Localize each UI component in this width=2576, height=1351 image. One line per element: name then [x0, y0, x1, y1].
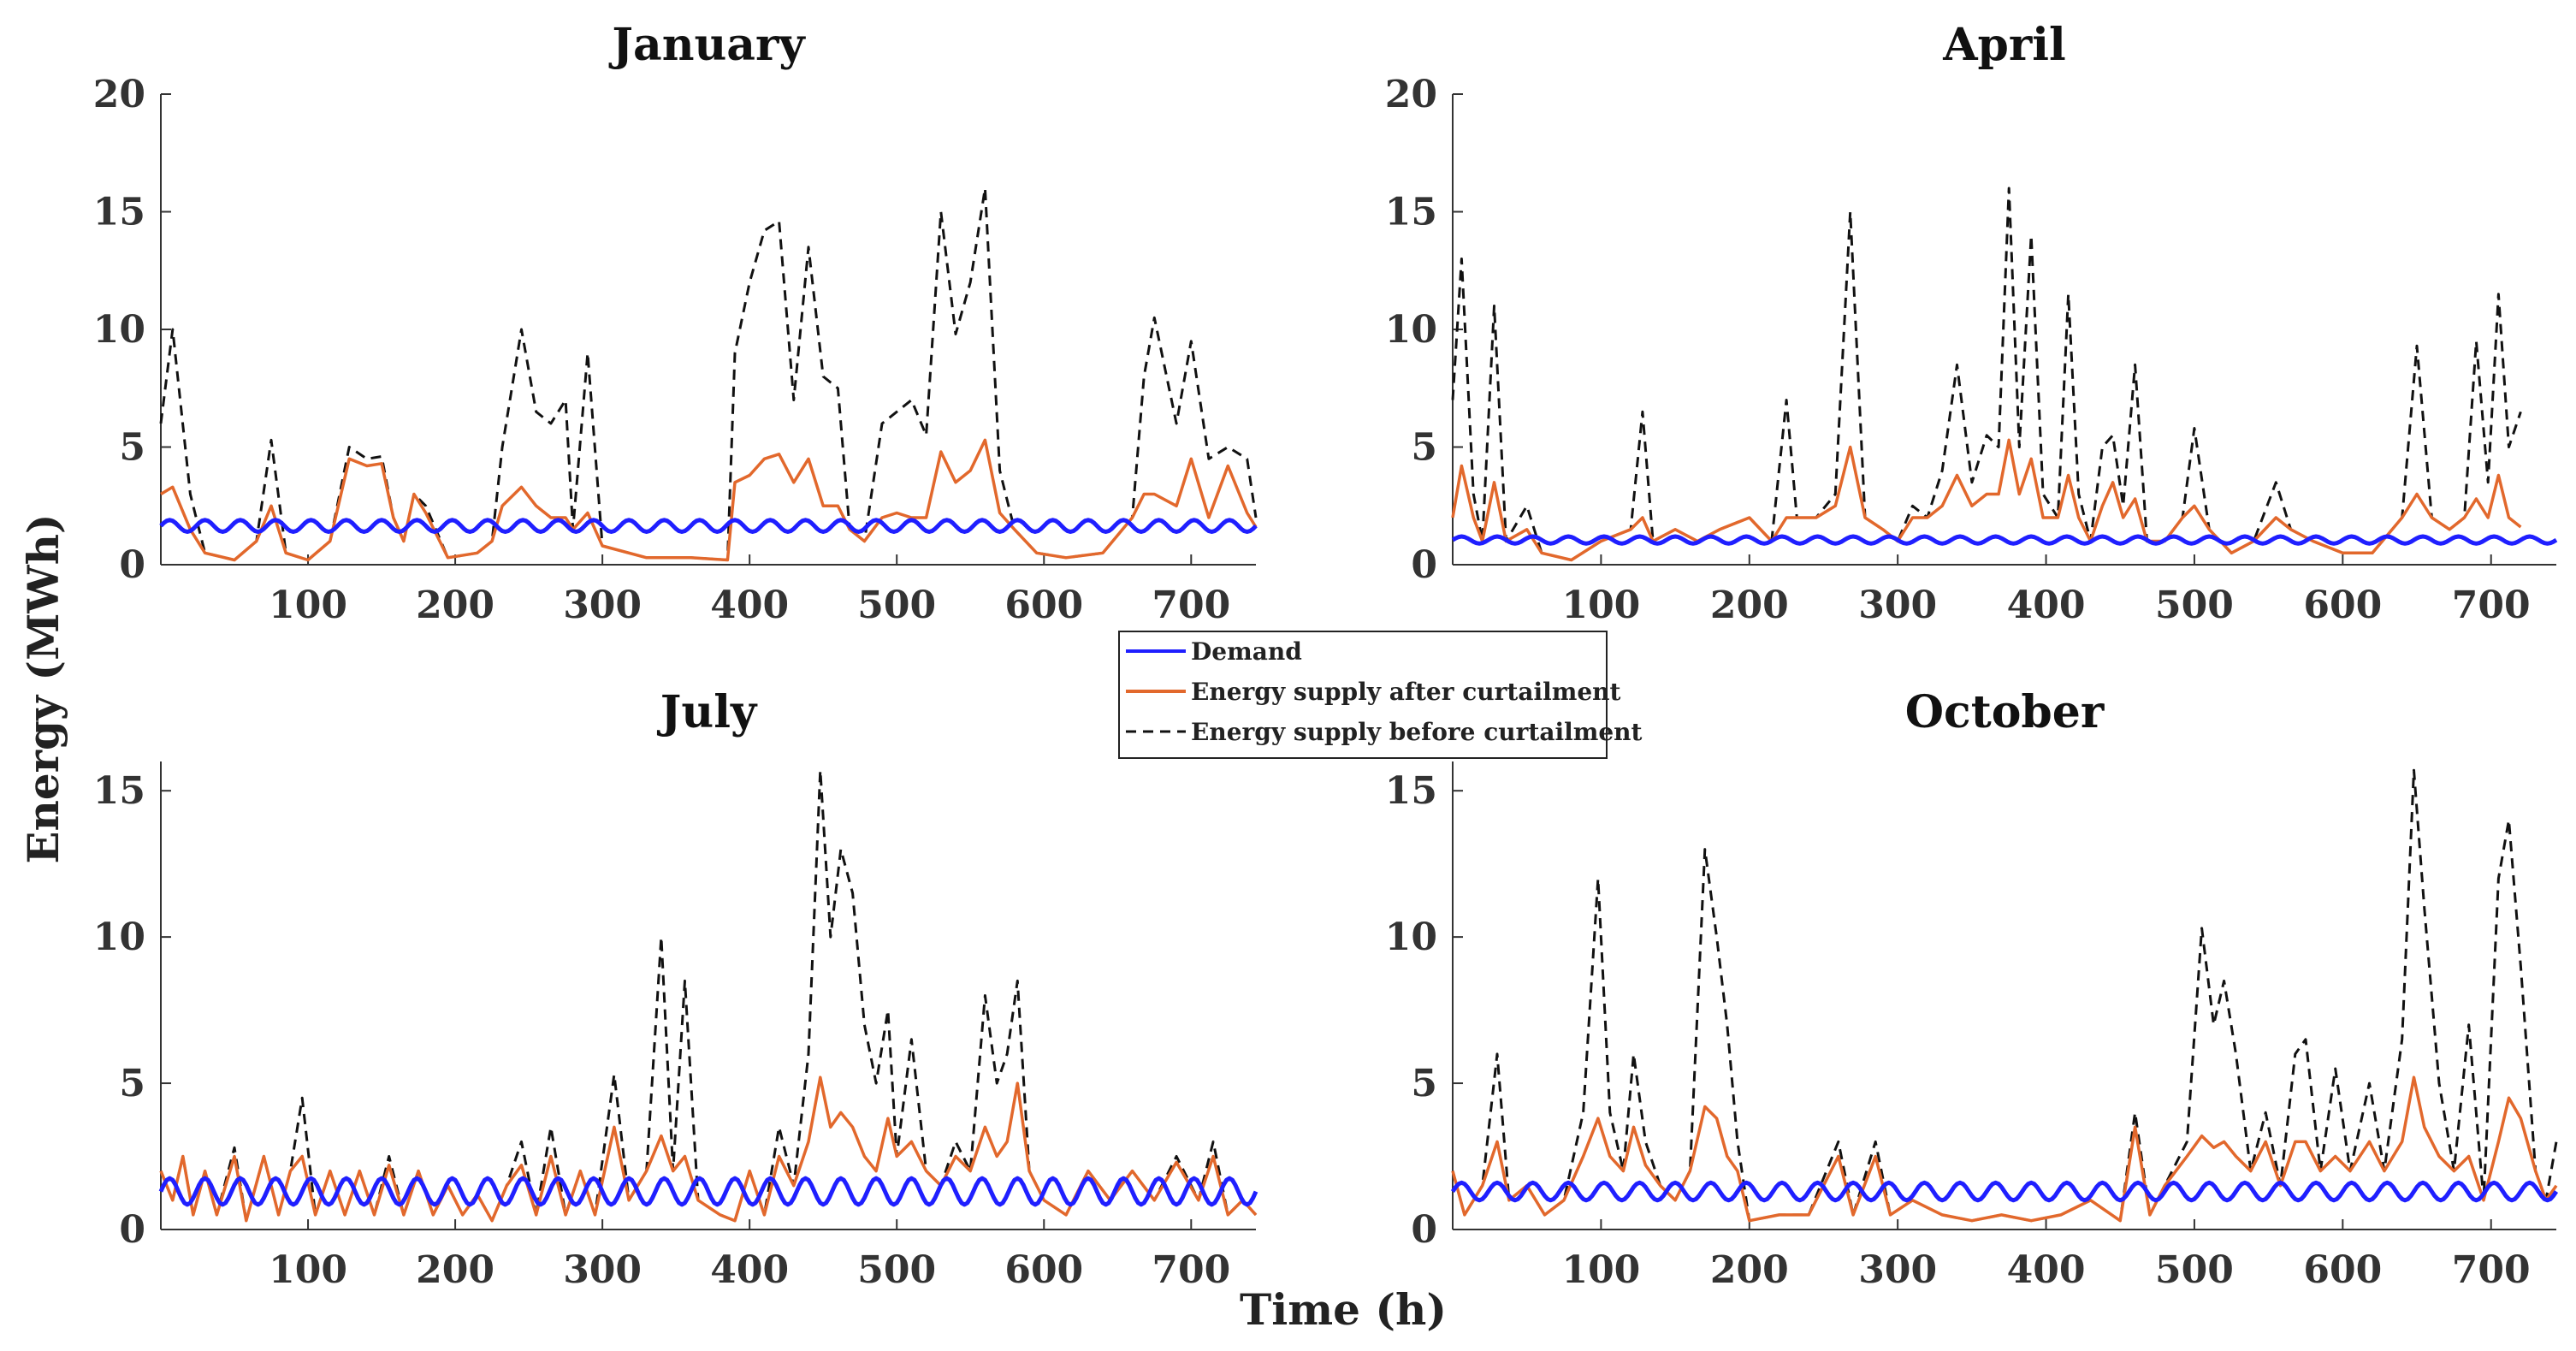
series-after-curtailment — [1451, 1075, 2558, 1223]
legend: Demand Energy supply after curtailment E… — [1118, 631, 1643, 759]
legend-box — [1118, 631, 1608, 759]
y-tick-label: 20 — [1385, 73, 1437, 116]
subplot-january: January 0 5 10 15 20 100 200 300 400 500 600 700 — [93, 19, 1258, 627]
x-tick-label: 200 — [416, 584, 494, 627]
subplot-october: October 0 5 10 15 100 200 300 400 500 600 700 — [1385, 686, 2559, 1292]
y-tick-label: 15 — [93, 769, 145, 813]
x-tick-label: 500 — [857, 1248, 936, 1292]
y-tick-label: 15 — [1385, 769, 1437, 813]
subplot-title: January — [608, 19, 806, 71]
y-tick-label: 0 — [1411, 543, 1437, 587]
x-tick-label: 700 — [2452, 1248, 2531, 1292]
x-tick-label: 400 — [2007, 584, 2086, 627]
x-tick-label: 200 — [1710, 584, 1789, 627]
series-before-curtailment — [1451, 768, 2558, 1223]
x-tick-label: 100 — [1561, 1248, 1640, 1292]
y-tick-label: 0 — [1411, 1208, 1437, 1252]
x-tick-label: 600 — [2303, 1248, 2382, 1292]
y-tick-label: 5 — [119, 426, 145, 470]
x-tick-label: 200 — [1710, 1248, 1789, 1292]
x-tick-label: 500 — [2155, 1248, 2234, 1292]
series-demand — [1450, 1180, 2559, 1203]
x-tick-label: 300 — [563, 584, 642, 627]
y-tick-label: 5 — [119, 1062, 145, 1105]
y-tick-label: 10 — [1385, 915, 1437, 959]
series-demand — [159, 518, 1258, 534]
x-tick-label: 400 — [2007, 1248, 2086, 1292]
series-after-curtailment — [160, 438, 1258, 562]
y-tick-label: 0 — [119, 543, 145, 587]
x-tick-label: 500 — [2155, 584, 2234, 627]
x-tick-label: 300 — [563, 1248, 642, 1292]
legend-label-demand: Demand — [1191, 637, 1302, 666]
x-tick-label: 500 — [857, 584, 936, 627]
y-tick-label: 20 — [93, 73, 145, 116]
y-tick-label: 5 — [1411, 426, 1437, 470]
y-tick-label: 0 — [119, 1208, 145, 1252]
legend-label-before: Energy supply before curtailment — [1191, 718, 1643, 746]
y-tick-label: 10 — [93, 308, 145, 352]
legend-label-after: Energy supply after curtailment — [1191, 678, 1621, 706]
x-tick-label: 100 — [269, 1248, 347, 1292]
x-tick-label: 600 — [2303, 584, 2382, 627]
x-tick-label: 400 — [710, 1248, 789, 1292]
x-tick-label: 700 — [1152, 584, 1230, 627]
x-tick-label: 200 — [416, 1248, 494, 1292]
x-tick-label: 600 — [1004, 584, 1083, 627]
x-tick-label: 300 — [1858, 1248, 1937, 1292]
x-tick-label: 100 — [1561, 584, 1640, 627]
y-tick-label: 10 — [1385, 308, 1437, 352]
series-before-curtailment — [1451, 187, 2522, 561]
series-after-curtailment — [1451, 438, 2522, 562]
subplot-april: April 0 5 10 15 20 100 200 300 400 500 600 700 — [1385, 19, 2558, 627]
x-tick-label: 700 — [2452, 584, 2531, 627]
x-tick-label: 700 — [1152, 1248, 1230, 1292]
series-demand — [158, 1176, 1258, 1207]
subplot-title: April — [1942, 19, 2066, 71]
y-tick-label: 15 — [1385, 191, 1437, 234]
subplot-title: July — [657, 686, 758, 738]
series-before-curtailment — [159, 768, 1258, 1223]
series-before-curtailment — [159, 187, 1258, 561]
series-demand — [1451, 534, 2558, 546]
y-tick-label: 10 — [93, 915, 145, 959]
x-tick-label: 300 — [1858, 584, 1937, 627]
y-tick-label: 15 — [93, 191, 145, 234]
y-axis-label: Energy (MWh) — [18, 513, 68, 863]
x-axis-label: Time (h) — [1240, 1284, 1447, 1335]
y-tick-label: 5 — [1411, 1062, 1437, 1105]
subplot-title: October — [1905, 686, 2105, 738]
x-tick-label: 400 — [710, 584, 789, 627]
x-tick-label: 600 — [1004, 1248, 1083, 1292]
subplot-july: July 0 5 10 15 100 200 300 400 500 600 700 — [93, 686, 1258, 1292]
x-tick-label: 100 — [269, 584, 347, 627]
